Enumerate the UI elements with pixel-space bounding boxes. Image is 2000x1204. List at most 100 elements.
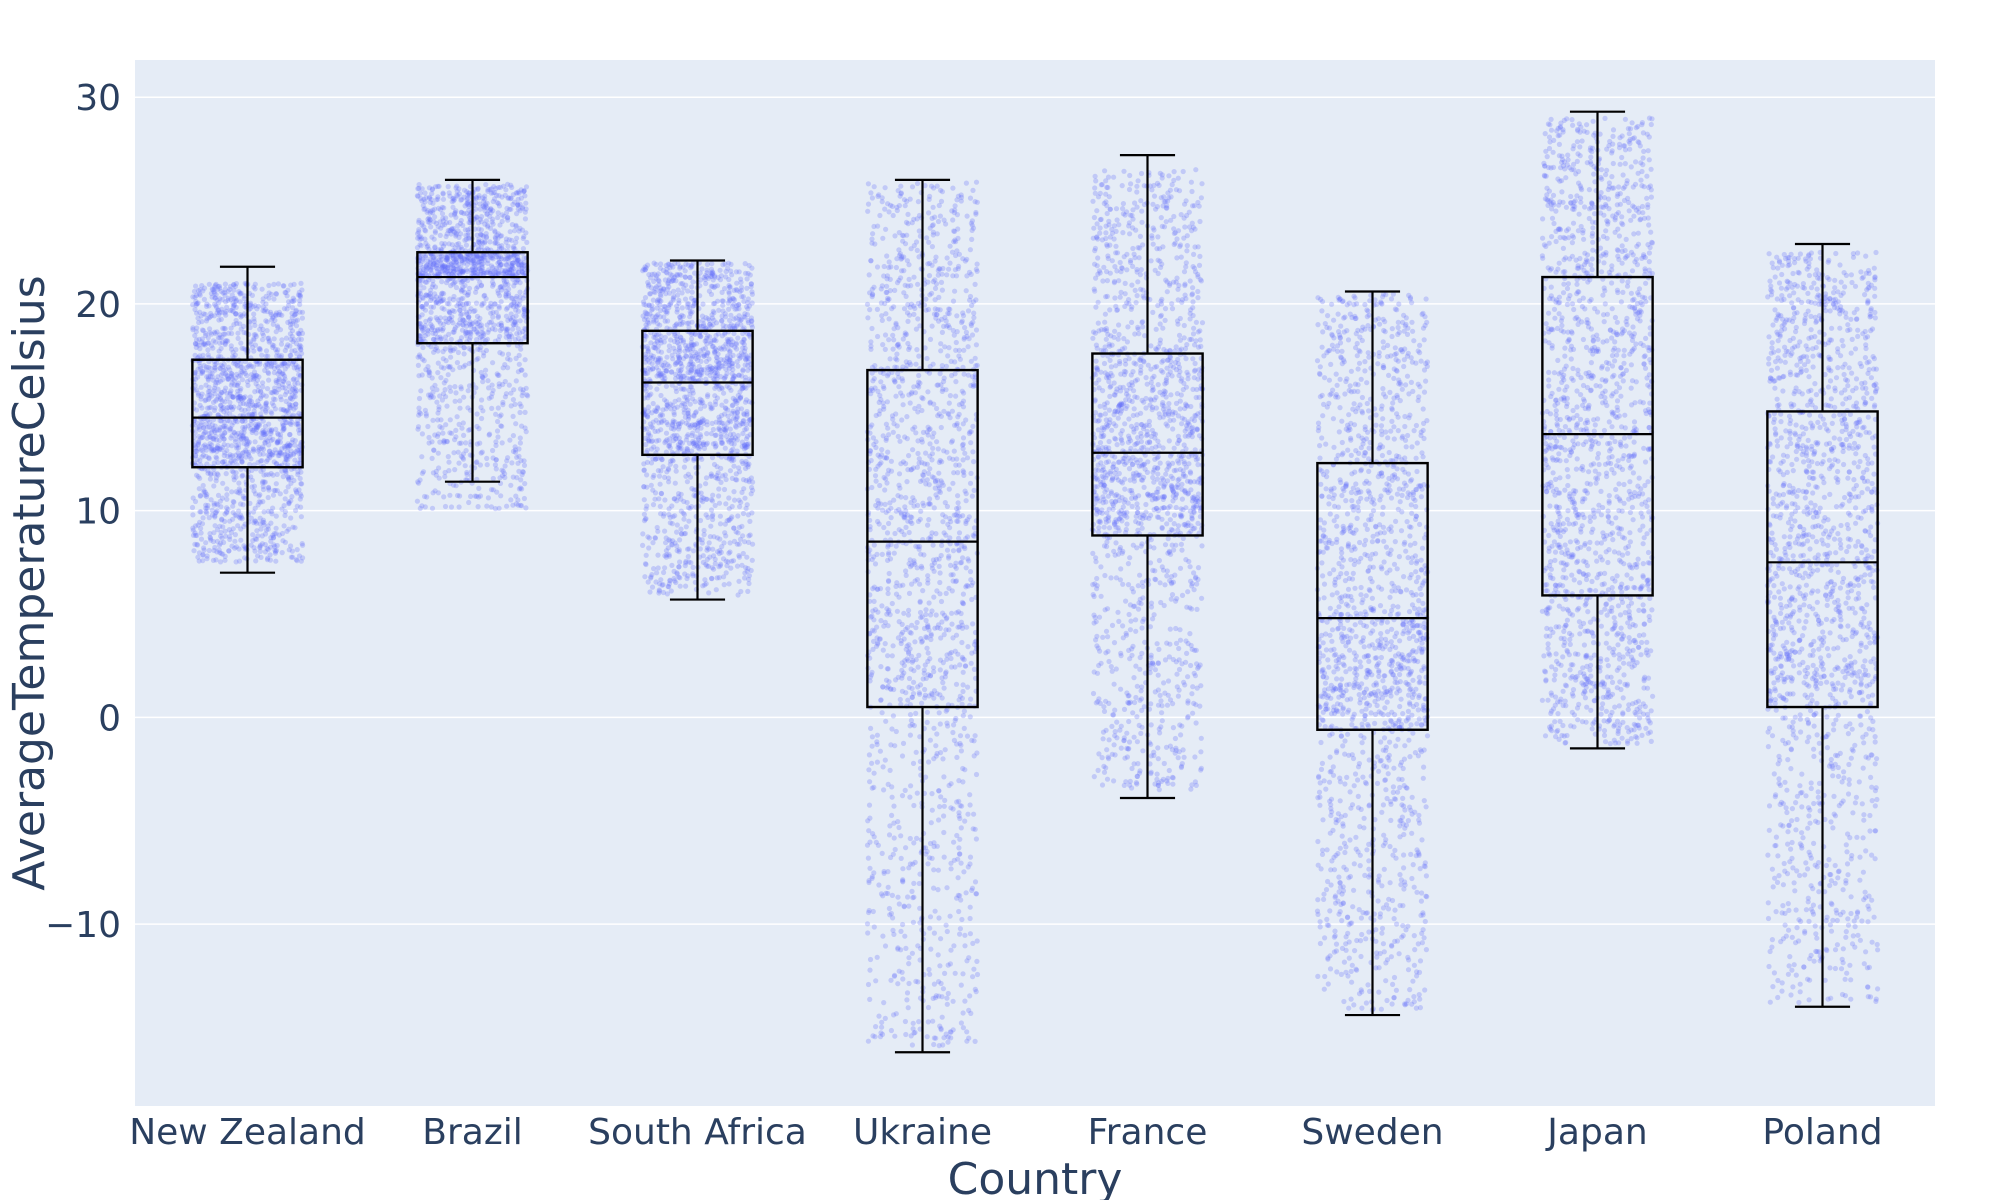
data-point [251,447,256,452]
data-point [240,474,245,479]
data-point [681,517,686,522]
data-point [689,320,694,325]
data-point [497,293,502,298]
data-point [672,406,677,411]
data-point [474,424,479,429]
data-point [432,245,437,250]
data-point [681,374,686,379]
data-point [684,345,689,350]
data-point [477,316,482,321]
data-point [260,300,265,305]
data-point [658,412,663,417]
data-point [221,290,226,295]
data-point [438,337,443,342]
data-point [735,335,740,340]
data-point [726,277,731,282]
data-point [220,406,225,411]
data-point [257,346,262,351]
data-point [272,548,277,553]
data-point [284,399,289,404]
data-point [278,440,283,445]
data-point [447,385,452,390]
data-point [722,376,727,381]
data-point [670,538,675,543]
data-point [481,353,486,358]
data-point [474,459,479,464]
data-point [513,450,518,455]
data-point [255,398,260,403]
data-point [504,504,509,509]
data-point [222,453,227,458]
data-point [669,563,674,568]
data-point [224,471,229,476]
data-point [667,578,672,583]
data-point [677,537,682,542]
data-point [495,434,500,439]
data-point [646,579,651,584]
data-point [257,499,262,504]
data-point [722,331,727,336]
data-point [295,461,300,466]
data-point [689,448,694,453]
data-point [522,307,527,312]
data-point [910,951,915,956]
data-point [458,221,463,226]
data-point [480,195,485,200]
data-point [480,450,485,455]
data-point [731,558,736,563]
data-point [216,380,221,385]
data-point [211,400,216,405]
data-point [245,383,250,388]
data-point [672,412,677,417]
data-point [940,330,945,335]
data-point [491,388,496,393]
data-point [290,555,295,560]
data-point [282,360,287,365]
data-point [650,488,655,493]
data-point [201,515,206,520]
data-point [750,488,755,493]
data-point [656,297,661,302]
data-point [460,328,465,333]
data-point [700,302,705,307]
data-point [722,582,727,587]
data-point [667,436,672,441]
data-point [269,471,274,476]
data-point [462,283,467,288]
data-point [699,372,704,377]
data-point [220,481,225,486]
data-point [441,438,446,443]
data-point [704,359,709,364]
data-point [266,283,271,288]
data-point [205,503,210,508]
data-point [295,469,300,474]
data-point [655,406,660,411]
data-point [736,465,741,470]
data-point [512,228,517,233]
data-point [241,330,246,335]
data-point [676,421,681,426]
data-point [509,318,514,323]
data-point [739,524,744,529]
data-point [229,530,234,535]
data-point [523,410,528,415]
data-point [667,506,672,511]
data-point [448,417,453,422]
data-point [656,468,661,473]
data-point [498,262,503,267]
data-point [220,459,225,464]
data-point [899,417,904,422]
data-point [498,328,503,333]
data-point [906,1005,911,1010]
data-point [476,260,481,265]
data-point [915,316,920,321]
data-point [865,315,870,320]
data-point [735,406,740,411]
data-point [431,282,436,287]
data-point [725,266,730,271]
data-point [524,240,529,245]
data-point [675,307,680,312]
data-point [446,372,451,377]
data-point [219,362,224,367]
data-point [686,519,691,524]
